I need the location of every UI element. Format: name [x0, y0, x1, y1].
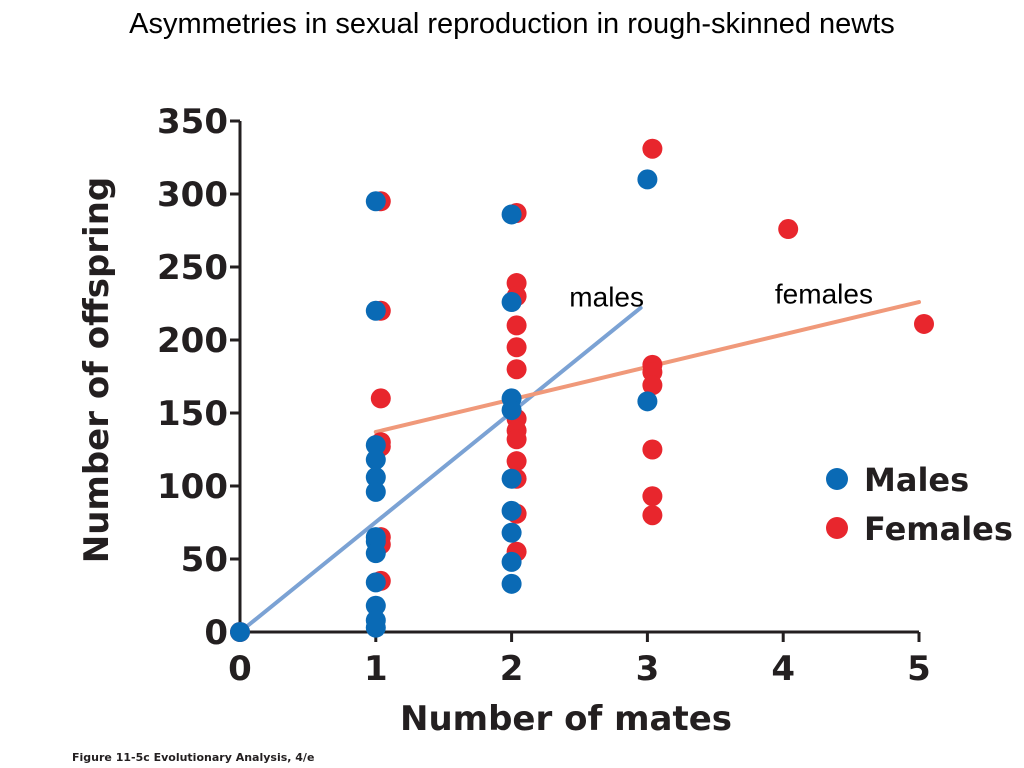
y-tick-label: 250	[157, 248, 228, 288]
data-point-females	[506, 337, 527, 358]
data-point-females	[642, 138, 663, 159]
data-point-males	[501, 573, 522, 594]
legend-marker-males	[826, 468, 848, 490]
y-tick-label: 50	[181, 540, 228, 580]
legend-label-females: Females	[864, 510, 1013, 548]
x-axis-title: Number of mates	[400, 699, 732, 739]
data-point-males	[365, 481, 386, 502]
data-point-males	[365, 467, 386, 488]
data-point-females	[506, 451, 527, 472]
data-point-females	[642, 439, 663, 460]
y-tick-label: 350	[157, 102, 228, 142]
data-point-males	[501, 204, 522, 225]
slide-title: Asymmetries in sexual reproduction in ro…	[129, 8, 895, 40]
data-point-males	[637, 391, 658, 412]
data-point-males	[365, 449, 386, 470]
data-point-females	[506, 359, 527, 380]
x-tick-label: 4	[771, 649, 795, 689]
data-point-males	[365, 435, 386, 456]
x-tick-label: 1	[364, 649, 388, 689]
trend-line-males	[238, 305, 643, 634]
data-point-males	[501, 522, 522, 543]
y-tick-label: 200	[157, 321, 228, 361]
data-point-males	[230, 622, 250, 642]
labels-layer: males females Males Females	[569, 279, 1013, 549]
data-point-females	[642, 505, 663, 526]
data-point-females	[506, 315, 527, 336]
data-point-males	[365, 543, 386, 564]
trend-lines-layer	[238, 300, 921, 634]
y-axis-title: Number of offspring	[77, 177, 117, 564]
x-tick-label: 5	[907, 649, 931, 689]
y-tick-label: 300	[157, 175, 228, 215]
x-tick-label: 2	[500, 649, 524, 689]
axes-layer: 0 50 100 150 200 250 300 350 0 1 2 3 4 5 Number of mat…	[77, 102, 931, 739]
data-point-females	[370, 388, 391, 409]
data-point-males	[501, 500, 522, 521]
data-points-layer	[230, 138, 934, 642]
y-tick-label: 0	[204, 613, 228, 653]
data-point-males	[365, 300, 386, 321]
x-tick-label: 0	[228, 649, 252, 689]
data-point-males	[501, 292, 522, 313]
y-tick-label: 150	[157, 394, 228, 434]
data-point-males	[365, 617, 386, 638]
legend-label-males: Males	[864, 461, 969, 499]
figure-caption: Figure 11-5c Evolutionary Analysis, 4/e	[72, 751, 315, 764]
data-point-males	[501, 468, 522, 489]
data-point-males	[365, 191, 386, 212]
legend-marker-females	[826, 517, 848, 539]
x-tick-label: 3	[636, 649, 660, 689]
data-point-males	[365, 595, 386, 616]
data-point-females	[642, 375, 663, 396]
data-point-females	[642, 486, 663, 507]
annotation-females: females	[775, 279, 873, 310]
data-point-males	[637, 169, 658, 190]
data-point-females	[778, 219, 799, 240]
data-point-females	[506, 429, 527, 450]
data-point-males	[365, 572, 386, 593]
data-point-males	[501, 551, 522, 572]
annotation-males: males	[569, 281, 644, 312]
y-tick-label: 100	[157, 467, 228, 507]
data-point-males	[501, 400, 522, 421]
data-point-females	[914, 313, 934, 334]
